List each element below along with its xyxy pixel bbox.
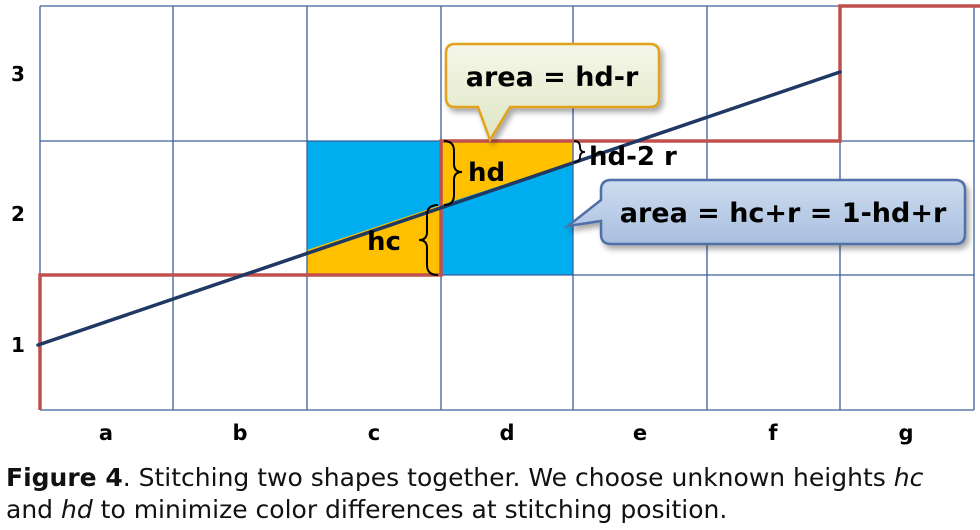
stitching-diagram: hd hc hd-2 r area = hd-r area = hc+r = 1… [11,4,980,445]
callout-right [563,178,967,246]
callout-top [444,42,661,143]
callout-right-text: area = hc+r = 1-hd+r [620,198,947,229]
row-label-1: 1 [11,333,25,357]
col-label-d: d [499,421,514,445]
col-label-f: f [768,421,778,445]
col-label-e: e [633,421,647,445]
col-label-a: a [99,421,113,445]
caption-text-2: and [6,495,61,524]
hd-label: hd [468,158,505,188]
figure-caption: Figure 4. Stitching two shapes together.… [6,462,974,526]
col-label-g: g [898,421,913,445]
hd-2r-label: hd-2 r [589,142,677,172]
caption-text-1: . Stitching two shapes together. We choo… [122,463,894,492]
hd-2r-brace [573,140,586,163]
row-label-2: 2 [11,202,25,226]
stitch-line [36,70,842,347]
row-label-3: 3 [11,62,25,86]
caption-hd: hd [60,495,93,524]
callout-top-text: area = hd-r [466,62,639,93]
col-label-c: c [368,421,380,445]
col-label-b: b [232,421,247,445]
orange-hc-wedge [307,205,441,275]
orange-hd-wedge [441,141,573,205]
caption-hc: hc [893,463,924,492]
red-outline [38,4,980,410]
hc-brace [418,204,439,276]
caption-label: Figure 4 [6,463,123,492]
caption-text-3: to minimize color differences at stitchi… [92,495,728,524]
hc-label: hc [367,227,401,257]
hd-brace [443,140,463,206]
